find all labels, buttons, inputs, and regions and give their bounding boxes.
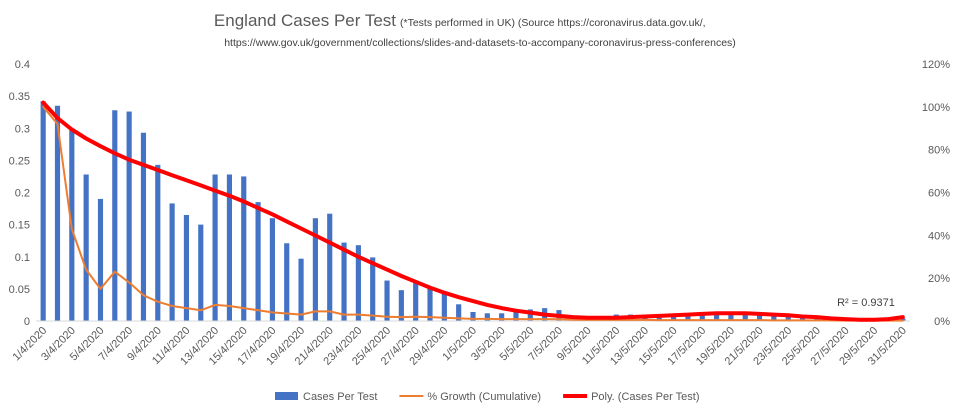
y-left-tick-label: 0	[24, 316, 30, 328]
chart-title-note: (*Tests performed in UK) (Source https:/…	[400, 17, 706, 29]
y-left-tick-label: 0.15	[9, 220, 30, 232]
bar	[355, 245, 361, 321]
bar	[656, 315, 662, 321]
bar	[685, 314, 691, 321]
r-squared-annotation: R² = 0.9371	[837, 297, 895, 309]
bar	[713, 314, 720, 321]
y-right-tick-label: 120%	[922, 59, 950, 71]
y-right-tick-label: 80%	[928, 145, 950, 157]
bar	[427, 287, 433, 321]
legend-label: % Growth (Cumulative)	[427, 391, 541, 403]
bar	[97, 198, 104, 321]
bar	[183, 214, 190, 321]
bar	[54, 105, 61, 321]
y-right-tick-label: 0%	[934, 316, 950, 328]
bar	[312, 218, 318, 321]
bar	[140, 132, 147, 321]
bar	[126, 111, 132, 321]
bar	[112, 110, 118, 321]
bar	[785, 316, 791, 321]
bar	[484, 313, 490, 321]
bar	[398, 290, 404, 321]
y-left-tick-label: 0.2	[15, 188, 30, 200]
chart-title-line2: https://www.gov.uk/government/collection…	[224, 37, 736, 49]
bar	[499, 313, 505, 321]
bar	[527, 309, 533, 321]
bar	[814, 317, 820, 321]
y-right-tick-label: 20%	[928, 273, 950, 285]
bar	[40, 101, 46, 321]
bar	[226, 174, 233, 321]
bar	[384, 280, 390, 321]
bar	[341, 242, 347, 321]
y-left-tick-label: 0.35	[9, 91, 30, 103]
bar	[771, 315, 777, 321]
bar	[742, 314, 748, 321]
bar	[284, 243, 290, 321]
y-left-tick-label: 0.25	[9, 155, 30, 167]
bar	[269, 218, 275, 321]
bar	[413, 283, 419, 321]
bar	[83, 174, 89, 321]
bar	[799, 317, 806, 321]
x-axis: 1/4/20203/4/20205/4/20207/4/20209/4/2020…	[11, 325, 909, 368]
bar	[198, 224, 204, 321]
growth-line-series	[42, 105, 904, 322]
y-axis-right: 0% 20% 40% 60% 80% 100% 120%	[922, 59, 950, 328]
y-left-tick-label: 0.3	[15, 123, 30, 135]
y-left-tick-label: 0.05	[9, 284, 30, 296]
y-axis-left: 0 0.05 0.1 0.15 0.2 0.25 0.3 0.35 0.4	[9, 59, 30, 328]
y-right-tick-label: 40%	[928, 230, 950, 242]
bar	[255, 202, 261, 321]
trendline-series	[41, 100, 905, 322]
bar	[169, 203, 175, 321]
bar	[327, 213, 333, 321]
chart-title: England Cases Per Test	[214, 11, 396, 30]
bar	[212, 174, 218, 321]
legend-label: Poly. (Cases Per Test)	[591, 391, 699, 403]
line-series	[41, 100, 905, 322]
bar-series	[40, 101, 906, 321]
bar	[671, 315, 677, 321]
bar	[699, 315, 705, 321]
legend: Cases Per Test % Growth (Cumulative) Poly.…	[275, 391, 700, 403]
bar	[155, 164, 161, 321]
bar	[298, 258, 304, 321]
y-left-tick-label: 0.1	[15, 252, 30, 264]
legend-swatch-bar	[275, 392, 298, 400]
bar	[370, 257, 376, 321]
bar	[441, 293, 447, 321]
y-right-tick-label: 100%	[922, 102, 950, 114]
legend-label: Cases Per Test	[303, 391, 377, 403]
bar	[756, 315, 763, 321]
bar	[513, 312, 519, 321]
y-right-tick-label: 60%	[928, 188, 950, 200]
bar	[456, 304, 462, 321]
bar	[470, 312, 476, 321]
bar	[241, 176, 247, 321]
bar	[728, 313, 734, 321]
y-left-tick-label: 0.4	[15, 59, 30, 71]
